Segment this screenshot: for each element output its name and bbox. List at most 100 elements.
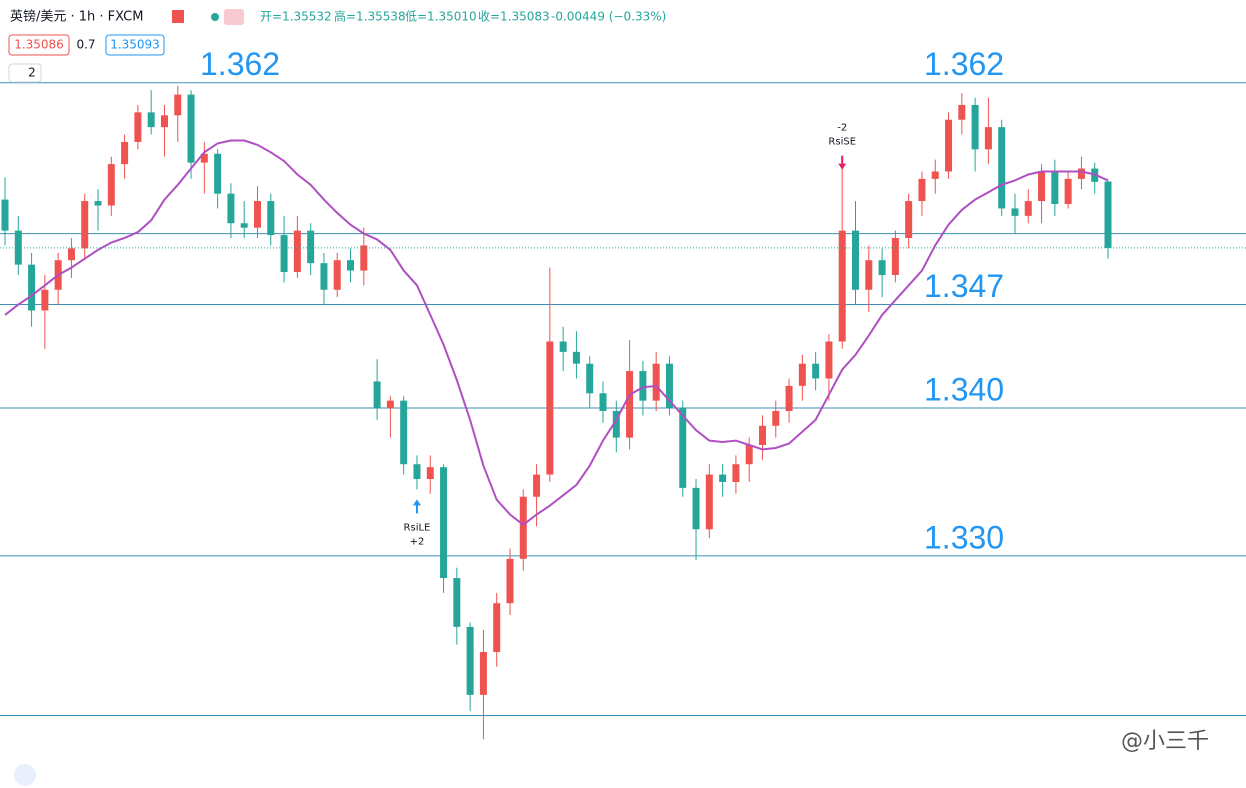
level-label: 1.362	[924, 46, 1004, 82]
candle-body	[121, 141, 129, 165]
candle-body	[267, 201, 275, 236]
candle-body	[639, 371, 647, 401]
stat: 收=1.35083	[478, 10, 550, 24]
candle-body	[971, 104, 979, 150]
candle-body	[94, 201, 102, 206]
level-label: 1.340	[924, 371, 1004, 407]
candle-body	[107, 164, 115, 206]
candle-body	[984, 127, 992, 150]
candle-body	[320, 263, 328, 290]
sell-box[interactable]	[8, 34, 70, 56]
candle-body	[838, 230, 846, 342]
buy-price[interactable]: 1.35093	[110, 38, 160, 52]
candle-body	[612, 411, 620, 438]
stat: -0.00449 (−0.33%)	[551, 10, 666, 24]
candle-body	[453, 578, 461, 627]
candle-body	[174, 94, 182, 116]
candle-body	[626, 371, 634, 438]
stat: 开=1.35532	[260, 10, 332, 24]
candle-body	[798, 363, 806, 386]
signal-name: RsiLE	[404, 522, 431, 533]
candle-body	[758, 425, 766, 446]
logo[interactable]	[14, 764, 36, 786]
candle-body	[81, 201, 89, 249]
candle-body	[1038, 171, 1046, 202]
plot: 1.362 1.362 1.347 1.340 1.330 RsiLE +2 -2 RsiSE	[0, 46, 1246, 740]
candle-body	[905, 201, 913, 239]
candle-body	[134, 112, 142, 142]
signal-arrow	[838, 155, 847, 170]
candle-body	[479, 651, 487, 695]
candle-body	[732, 464, 740, 482]
candle-body	[692, 487, 700, 530]
candle-body	[745, 445, 753, 465]
moving-average	[4, 139, 1109, 527]
level-label: 1.347	[924, 268, 1004, 304]
candle-body	[440, 467, 448, 579]
candle-body	[891, 238, 899, 275]
candle-body	[665, 363, 673, 409]
candle-body	[1051, 171, 1059, 205]
spread: 0.7	[76, 38, 95, 52]
candle-body	[546, 341, 554, 475]
candle-body	[240, 223, 248, 228]
candle-body	[679, 408, 687, 488]
flag	[172, 10, 184, 23]
candle-body	[360, 245, 368, 271]
candle-body	[373, 381, 381, 409]
signal-quantity: -2	[837, 123, 847, 134]
candle-body	[28, 264, 36, 311]
candle-body	[652, 363, 660, 401]
candle-body	[1, 199, 9, 231]
candle-body	[253, 201, 261, 228]
signal-name: RsiSE	[828, 137, 856, 148]
candle-body	[41, 289, 49, 311]
stat: 高=1.35538	[334, 9, 406, 24]
candle-body	[307, 230, 315, 264]
candle-body	[426, 467, 434, 480]
symbol: 英镑/美元 · 1h · FXCM	[10, 9, 143, 25]
candle-body	[572, 351, 580, 364]
level-label: 1.362	[200, 46, 280, 82]
candle-body	[493, 603, 501, 652]
candle-body	[280, 235, 288, 273]
signal-arrow	[412, 499, 421, 514]
candle-body	[958, 104, 966, 120]
candle-body	[147, 112, 155, 128]
indicator-toggle[interactable]	[8, 63, 42, 83]
candle-body	[1104, 181, 1112, 248]
signal-quantity: +2	[410, 536, 425, 547]
candle-body	[918, 178, 926, 202]
candle-body	[705, 474, 713, 530]
watermark: @小三千	[1121, 729, 1209, 754]
candle-body	[160, 115, 168, 128]
candle-body	[214, 153, 222, 194]
status-dot	[211, 13, 219, 21]
candle-body	[506, 558, 514, 604]
stat: 低=1.35010	[405, 10, 477, 24]
candle-body	[400, 400, 408, 465]
candle-body	[347, 260, 355, 271]
indicator-count[interactable]: 2	[28, 66, 36, 80]
candle-body	[719, 474, 727, 482]
header: 英镑/美元 · 1h · FXCM 开=1.35532 高=1.35538 低=…	[8, 9, 1209, 786]
candle-body	[785, 385, 793, 412]
candle-body	[825, 341, 833, 379]
candle-body	[559, 341, 567, 352]
candle-body	[293, 230, 301, 273]
candle-body	[812, 363, 820, 379]
candle-body	[227, 193, 235, 224]
candle-body	[333, 260, 341, 290]
candle-body	[865, 260, 873, 290]
candle-body	[599, 393, 607, 412]
candle-body	[1064, 178, 1072, 205]
candle-body	[200, 153, 208, 163]
candle-body	[466, 626, 474, 695]
candle-body	[931, 171, 939, 179]
sell-price[interactable]: 1.35086	[14, 38, 64, 52]
candle-body	[878, 260, 886, 275]
candle-body	[852, 230, 860, 290]
buy-box[interactable]	[105, 34, 165, 56]
